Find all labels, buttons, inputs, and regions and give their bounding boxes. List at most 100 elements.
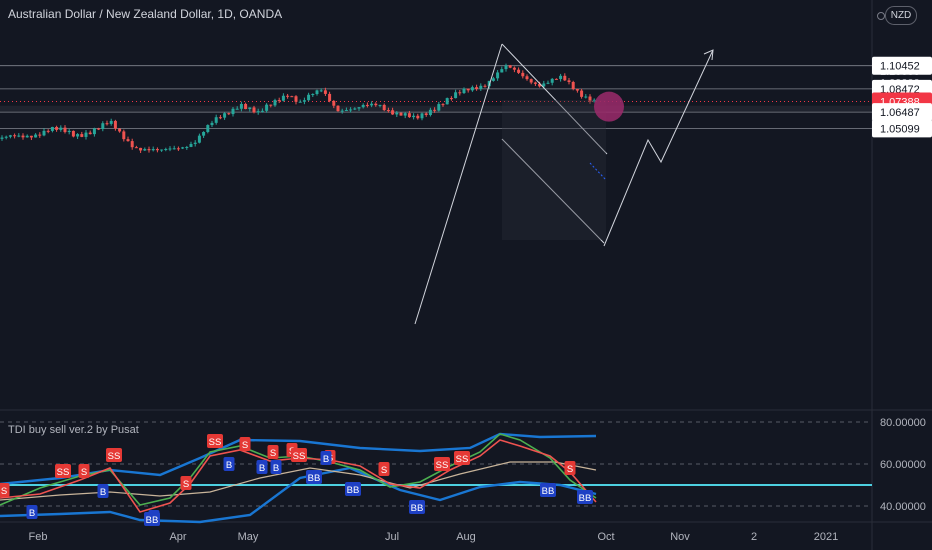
- support-zone: [0, 105, 872, 112]
- candle-body: [290, 96, 294, 98]
- projection-arrowhead: [703, 49, 714, 61]
- candle-body: [386, 110, 390, 112]
- buy-signal-marker: [577, 490, 593, 504]
- candle-body: [29, 135, 33, 138]
- candle-body: [319, 90, 323, 92]
- candle-body: [580, 90, 584, 97]
- candle-body: [76, 134, 80, 137]
- candle-body: [592, 99, 596, 102]
- candle-body: [449, 98, 453, 100]
- candle-body: [25, 135, 29, 138]
- buy-signal-label: B: [273, 463, 279, 474]
- candle-body: [399, 112, 403, 116]
- sell-signal-label: SS: [293, 451, 306, 462]
- candle-body: [260, 110, 264, 112]
- buy-signal-marker: [223, 457, 235, 471]
- indicator-tick-label: 40.00000: [880, 501, 926, 513]
- sell-signal-marker: [291, 448, 307, 462]
- time-axis-label: 2021: [814, 531, 838, 543]
- time-axis-label: May: [238, 531, 259, 543]
- currency-badge[interactable]: NZD: [877, 6, 917, 25]
- candle-body: [160, 149, 164, 151]
- candle-body: [323, 90, 327, 94]
- candle-body: [244, 103, 248, 110]
- candle-body: [8, 135, 12, 137]
- candle-body: [538, 83, 542, 87]
- candle-body: [164, 149, 168, 151]
- candle-body: [55, 126, 59, 130]
- candle-body: [542, 83, 546, 87]
- buy-signal-label: B: [323, 454, 329, 465]
- candle-body: [210, 122, 214, 126]
- candle-body: [391, 110, 395, 115]
- candle-body: [134, 147, 138, 149]
- candle-body: [88, 132, 92, 135]
- sell-signal-marker: [180, 476, 192, 490]
- buy-signal-label: B: [259, 463, 265, 474]
- candle-body: [370, 103, 374, 106]
- candle-body: [189, 143, 193, 147]
- candle-body: [412, 115, 416, 118]
- circle-icon: [877, 12, 885, 20]
- candle-body: [550, 78, 554, 83]
- candle-body: [84, 132, 88, 137]
- candle-body: [155, 149, 159, 151]
- candle-body: [218, 117, 222, 119]
- candle-body: [223, 113, 227, 118]
- sell-signal-marker: [207, 434, 223, 448]
- candle-body: [302, 100, 306, 102]
- candle-body: [584, 96, 588, 98]
- buy-signal-marker: [320, 451, 332, 465]
- candle-body: [428, 109, 432, 116]
- candle-body: [479, 85, 483, 89]
- sell-signal-label: S: [81, 467, 87, 478]
- candle-body: [504, 65, 508, 70]
- candle-body: [139, 147, 143, 151]
- candle-body: [38, 134, 42, 136]
- chart-title: Australian Dollar / New Zealand Dollar, …: [8, 7, 283, 21]
- level-price-label: 1.06487: [880, 107, 920, 119]
- candle-body: [235, 108, 239, 110]
- candle-body: [575, 89, 579, 91]
- candle-body: [281, 95, 285, 101]
- candle-body: [4, 136, 8, 138]
- candle-body: [214, 117, 218, 123]
- level-price-label: 1.05099: [880, 123, 920, 135]
- indicator-title: TDI buy sell ver.2 by Pusat: [8, 424, 139, 436]
- candle-body: [118, 128, 122, 132]
- candle-body: [395, 112, 399, 115]
- buy-signal-label: B: [226, 460, 232, 471]
- candle-body: [500, 69, 504, 73]
- candle-body: [252, 107, 256, 113]
- indicator-tick-label: 80.00000: [880, 417, 926, 429]
- candle-body: [403, 113, 407, 116]
- candle-body: [336, 105, 340, 112]
- candle-body: [34, 134, 38, 138]
- sell-signal-label: S: [183, 479, 189, 490]
- candle-body: [437, 104, 441, 111]
- candle-body: [71, 130, 75, 137]
- candle-body: [382, 104, 386, 111]
- sell-signal-marker: [378, 462, 390, 476]
- tdi-mid-line: [0, 461, 597, 501]
- time-axis-label: Nov: [670, 531, 690, 543]
- buy-signal-marker: [256, 460, 268, 474]
- level-price-label-bg: [872, 119, 932, 138]
- projection-path: [603, 49, 714, 247]
- candle-body: [197, 135, 201, 143]
- sell-signal-label: SS: [108, 451, 121, 462]
- sell-signal-marker: [454, 451, 470, 465]
- candle-body: [239, 103, 243, 109]
- sell-signal-label: S: [1, 486, 7, 497]
- candle-body: [269, 104, 273, 106]
- tdi-lower-band: [0, 466, 597, 524]
- candle-body: [231, 108, 235, 115]
- candle-body: [172, 148, 176, 150]
- candle-body: [466, 88, 470, 91]
- buy-signal-marker: [345, 482, 361, 496]
- candle-body: [328, 93, 332, 101]
- time-axis-label: 2: [751, 531, 757, 543]
- candle-body: [454, 92, 458, 99]
- candle-body: [92, 128, 96, 135]
